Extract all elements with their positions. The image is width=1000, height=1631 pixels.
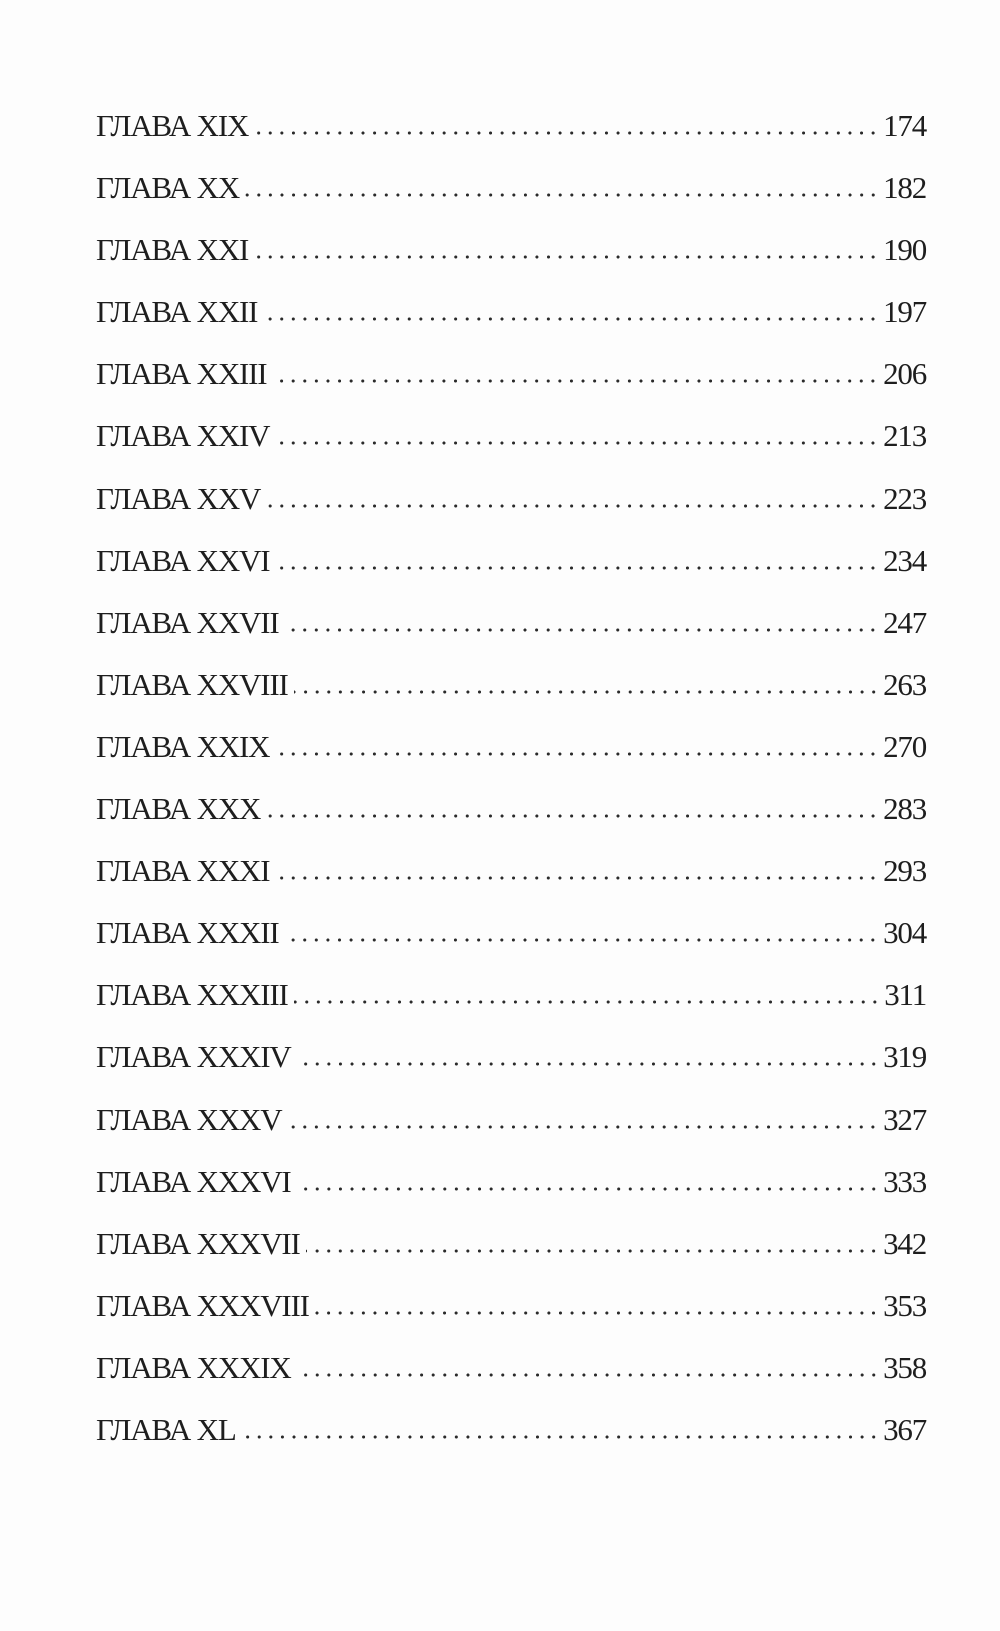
dot-leader [284, 627, 880, 632]
chapter-title: ГЛАВА XXIV [96, 418, 271, 454]
toc-entry: ГЛАВА XXXII 304 [96, 915, 927, 977]
toc-entry: ГЛАВА XXVII 247 [96, 604, 927, 667]
chapter-title: ГЛАВА XXXIX [96, 1349, 292, 1385]
page-number: 311 [884, 977, 927, 1013]
toc-entry: ГЛАВА XXXVI 333 [96, 1163, 927, 1226]
dot-leader [293, 1000, 881, 1005]
page-number: 304 [883, 915, 927, 951]
chapter-title: ГЛАВА XXX [96, 791, 261, 827]
dot-leader [275, 876, 880, 881]
dot-leader [254, 255, 880, 260]
page-number: 206 [883, 356, 927, 392]
toc-entry: ГЛАВА XXVI 234 [96, 542, 927, 605]
toc-entry: ГЛАВА XXXIII 311 [96, 977, 927, 1039]
dot-leader [284, 938, 880, 943]
dot-leader [272, 379, 880, 384]
page-number: 182 [883, 170, 927, 206]
toc-entry: ГЛАВА XXXI 293 [96, 853, 927, 915]
chapter-title: ГЛАВА XXXII [96, 915, 280, 951]
toc-entry: ГЛАВА XXV 223 [96, 480, 927, 543]
toc-entry: ГЛАВА XXIV 213 [96, 418, 927, 480]
page-number: 353 [883, 1287, 927, 1323]
chapter-title: ГЛАВА XL [96, 1411, 237, 1447]
page-number: 293 [883, 853, 927, 889]
page-number: 270 [883, 728, 927, 764]
toc-entry: ГЛАВА XXXIX 358 [96, 1349, 927, 1412]
chapter-title: ГЛАВА XXI [96, 232, 249, 268]
page-number: 283 [883, 791, 927, 827]
page-number: 197 [883, 294, 927, 330]
table-of-contents: ГЛАВА XIX 174 ГЛАВА XX 182 ГЛАВА XXI 190 ГЛАВА… [96, 108, 927, 1474]
page-number: 263 [883, 666, 927, 702]
dot-leader [293, 689, 880, 694]
chapter-title: ГЛАВА XXV [96, 480, 261, 516]
toc-entry: ГЛАВА XXVIII 263 [96, 666, 927, 729]
toc-entry: ГЛАВА XXXVIII 353 [96, 1287, 927, 1350]
dot-leader [266, 814, 880, 819]
toc-entry: ГЛАВА XIX 174 [96, 108, 927, 170]
chapter-title: ГЛАВА XX [96, 170, 240, 206]
toc-entry: ГЛАВА XXXVII 342 [96, 1225, 927, 1288]
page-number: 213 [883, 418, 927, 454]
toc-entry: ГЛАВА XXX 283 [96, 791, 927, 853]
chapter-title: ГЛАВА XXVIII [96, 666, 289, 702]
chapter-title: ГЛАВА XXXV [96, 1101, 283, 1137]
chapter-title: ГЛАВА XXVI [96, 542, 271, 578]
chapter-title: ГЛАВА XXXVI [96, 1163, 292, 1199]
page-number: 174 [883, 108, 927, 143]
chapter-title: ГЛАВА XXIX [96, 728, 271, 764]
page-number: 319 [883, 1039, 927, 1075]
page-number: 190 [883, 232, 927, 268]
dot-leader [314, 1310, 880, 1315]
chapter-title: ГЛАВА XXVII [96, 604, 280, 640]
chapter-title: ГЛАВА XIX [96, 108, 249, 143]
dot-leader [245, 193, 880, 198]
chapter-title: ГЛАВА XXII [96, 294, 258, 330]
dot-leader [296, 1372, 880, 1377]
dot-leader [287, 1124, 880, 1129]
toc-entry: ГЛАВА XXII 197 [96, 294, 927, 356]
toc-entry: ГЛАВА XL 367 [96, 1411, 927, 1474]
chapter-title: ГЛАВА XXXIV [96, 1039, 292, 1075]
toc-entry: ГЛАВА XXXIV 319 [96, 1039, 927, 1101]
dot-leader [275, 751, 880, 756]
dot-leader [305, 1248, 880, 1253]
page-number: 367 [883, 1411, 927, 1447]
dot-leader [275, 441, 880, 446]
toc-entry: ГЛАВА XXXV 327 [96, 1101, 927, 1164]
chapter-title: ГЛАВА XXXIII [96, 977, 289, 1013]
toc-entry: ГЛАВА XX 182 [96, 170, 927, 232]
chapter-title: ГЛАВА XXXI [96, 853, 271, 889]
page-number: 342 [883, 1225, 927, 1261]
dot-leader [266, 503, 880, 508]
dot-leader [254, 131, 880, 135]
dot-leader [275, 565, 880, 570]
dot-leader [296, 1062, 880, 1067]
toc-entry: ГЛАВА XXIX 270 [96, 728, 927, 791]
chapter-title: ГЛАВА XXXVII [96, 1225, 301, 1261]
toc-entry: ГЛАВА XXIII 206 [96, 356, 927, 418]
page-number: 223 [883, 480, 927, 516]
page-number: 327 [883, 1101, 927, 1137]
chapter-title: ГЛАВА XXXVIII [96, 1287, 310, 1323]
chapter-title: ГЛАВА XXIII [96, 356, 268, 392]
dot-leader [296, 1186, 880, 1191]
page-number: 247 [883, 604, 927, 640]
toc-entry: ГЛАВА XXI 190 [96, 232, 927, 294]
page-number: 333 [883, 1163, 927, 1199]
dot-leader [241, 1434, 880, 1439]
dot-leader [263, 317, 880, 322]
page-number: 358 [883, 1349, 927, 1385]
page-number: 234 [883, 542, 927, 578]
